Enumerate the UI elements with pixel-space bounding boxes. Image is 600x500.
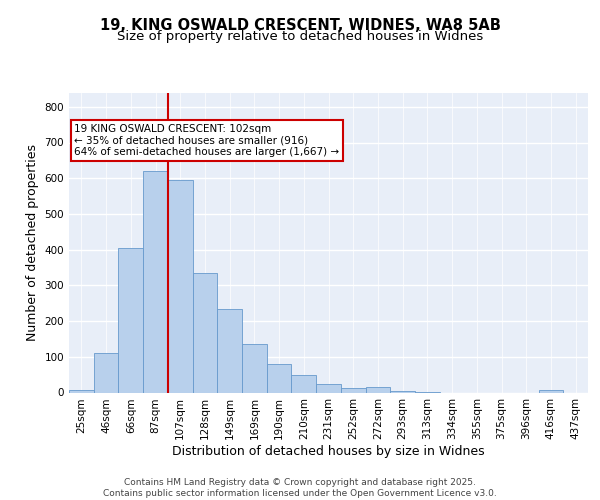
- Bar: [292, 374, 316, 392]
- Bar: [168, 180, 193, 392]
- Bar: [539, 390, 563, 392]
- Bar: [217, 308, 242, 392]
- Bar: [118, 248, 143, 392]
- Bar: [242, 344, 267, 393]
- Bar: [94, 353, 118, 393]
- Text: Size of property relative to detached houses in Widnes: Size of property relative to detached ho…: [117, 30, 483, 43]
- Bar: [193, 273, 217, 392]
- Text: 19 KING OSWALD CRESCENT: 102sqm
← 35% of detached houses are smaller (916)
64% o: 19 KING OSWALD CRESCENT: 102sqm ← 35% of…: [74, 124, 340, 157]
- Bar: [365, 387, 390, 392]
- Bar: [69, 390, 94, 392]
- Bar: [316, 384, 341, 392]
- X-axis label: Distribution of detached houses by size in Widnes: Distribution of detached houses by size …: [172, 445, 485, 458]
- Bar: [143, 171, 168, 392]
- Bar: [341, 388, 365, 392]
- Bar: [267, 364, 292, 392]
- Y-axis label: Number of detached properties: Number of detached properties: [26, 144, 39, 341]
- Text: 19, KING OSWALD CRESCENT, WIDNES, WA8 5AB: 19, KING OSWALD CRESCENT, WIDNES, WA8 5A…: [100, 18, 500, 32]
- Text: Contains HM Land Registry data © Crown copyright and database right 2025.
Contai: Contains HM Land Registry data © Crown c…: [103, 478, 497, 498]
